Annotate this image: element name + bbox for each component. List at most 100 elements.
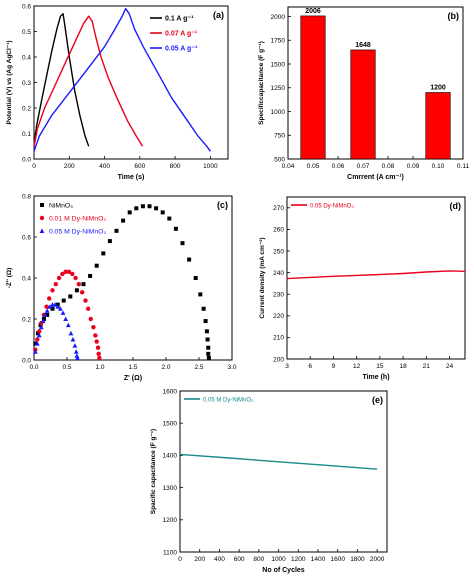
x-tick-label: 18 bbox=[399, 363, 407, 370]
legend-marker bbox=[40, 203, 44, 207]
data-point bbox=[74, 288, 79, 293]
y-tick-label: 230 bbox=[273, 292, 284, 299]
x-tick-label: 24 bbox=[446, 363, 454, 370]
legend-label: 0.05 Dy-NiMnO₃ bbox=[310, 204, 354, 210]
x-tick-label: 0.05 bbox=[307, 163, 320, 170]
data-point bbox=[50, 306, 55, 311]
legend-label: 0.01 M Dy-NiMnO₃ bbox=[49, 216, 106, 223]
bar bbox=[350, 49, 376, 160]
y-tick-label: 240 bbox=[273, 270, 284, 277]
data-point bbox=[160, 210, 165, 215]
x-tick-label: 12 bbox=[353, 363, 361, 370]
x-tick-label: 15 bbox=[376, 363, 384, 370]
y-axis-label: -Z'' (Ω) bbox=[6, 268, 13, 289]
y-axis-label: Potential (V) vs (Ag AgCl⁻¹) bbox=[6, 40, 13, 124]
x-tick-label: 1.0 bbox=[95, 364, 104, 371]
legend-label: 0.05 A g⁻¹ bbox=[165, 46, 198, 53]
x-tick-label: 9 bbox=[332, 363, 336, 370]
data-point bbox=[96, 351, 101, 357]
x-tick-label: 400 bbox=[214, 556, 225, 563]
data-point bbox=[70, 337, 76, 342]
x-tick-label: 6 bbox=[308, 363, 312, 370]
y-tick-label: 1500 bbox=[163, 421, 178, 428]
x-axis-label: Time (h) bbox=[362, 374, 389, 381]
data-point bbox=[68, 294, 73, 299]
data-point bbox=[38, 324, 44, 330]
x-tick-label: 3.0 bbox=[227, 364, 236, 371]
panel-label: (a) bbox=[213, 10, 224, 20]
legend-label: 0.1 A g⁻¹ bbox=[165, 16, 194, 23]
x-tick-label: 0.06 bbox=[332, 163, 345, 170]
data-point bbox=[187, 257, 192, 262]
y-tick-label: 0.6 bbox=[22, 3, 31, 10]
data-point bbox=[93, 333, 98, 338]
data-point bbox=[94, 339, 99, 344]
y-tick-label: 1750 bbox=[271, 38, 286, 45]
y-tick-label: 210 bbox=[273, 335, 284, 342]
series-line bbox=[33, 15, 144, 147]
x-tick-label: 1800 bbox=[350, 556, 365, 563]
x-tick-label: 1000 bbox=[271, 556, 286, 563]
data-point bbox=[61, 298, 66, 303]
y-axis-label: Spacific capacitance (F g⁻¹) bbox=[150, 429, 157, 514]
data-point bbox=[154, 206, 159, 211]
plot-frame bbox=[33, 5, 229, 160]
x-tick-label: 0.07 bbox=[357, 163, 370, 170]
y-tick-label: 1000 bbox=[271, 109, 286, 116]
data-point bbox=[88, 273, 93, 278]
data-point bbox=[204, 329, 209, 334]
data-point bbox=[75, 355, 80, 360]
y-tick-label: 1100 bbox=[163, 549, 177, 556]
data-point bbox=[36, 332, 42, 338]
bar bbox=[300, 15, 326, 160]
data-point bbox=[40, 318, 46, 324]
x-tick-label: 200 bbox=[64, 163, 75, 170]
data-point bbox=[35, 331, 40, 336]
data-point bbox=[167, 216, 172, 221]
bar-data-label: 1200 bbox=[430, 85, 446, 92]
y-tick-label: 1600 bbox=[163, 388, 178, 395]
chart-panel: 0.04 0.05 0.06 0.07 0.08 0.09 0.10 0.11 500 750 10… bbox=[258, 6, 469, 181]
x-tick-label: 0.5 bbox=[62, 364, 71, 371]
data-point bbox=[72, 343, 78, 348]
data-point bbox=[79, 290, 85, 295]
data-point bbox=[206, 351, 211, 356]
data-point bbox=[34, 341, 40, 346]
data-point bbox=[140, 204, 145, 209]
series-line bbox=[33, 13, 90, 147]
y-tick-label: 0.3 bbox=[22, 80, 31, 87]
chart-panel: 0 200 400 600 800 1000 1200 1400 1600 1800 2000 110… bbox=[150, 388, 388, 574]
data-point bbox=[206, 345, 211, 350]
legend-marker bbox=[39, 215, 45, 221]
data-point bbox=[44, 308, 50, 313]
x-tick-label: 800 bbox=[170, 163, 181, 170]
data-point bbox=[147, 204, 152, 209]
y-tick-label: 260 bbox=[273, 227, 284, 234]
data-point bbox=[95, 345, 101, 350]
x-tick-label: 600 bbox=[134, 163, 145, 170]
x-tick-label: 1.5 bbox=[128, 364, 137, 371]
data-point bbox=[32, 349, 38, 354]
data-point bbox=[53, 281, 58, 287]
y-tick-label: 500 bbox=[274, 156, 285, 163]
legend-label: 0.07 A g⁻¹ bbox=[165, 31, 198, 38]
x-tick-label: 2.5 bbox=[194, 364, 203, 371]
data-point bbox=[44, 304, 49, 309]
x-tick-label: 0 bbox=[32, 163, 36, 170]
y-tick-label: 1250 bbox=[271, 85, 286, 92]
plot-frame bbox=[179, 390, 388, 553]
x-axis-label: Cmrrent (A cm⁻¹) bbox=[347, 174, 404, 181]
data-point bbox=[81, 282, 86, 287]
data-point bbox=[52, 302, 58, 307]
data-point bbox=[65, 322, 71, 328]
x-axis-label: Z' (Ω) bbox=[124, 375, 142, 382]
data-point bbox=[37, 329, 42, 334]
x-tick-label: 0.10 bbox=[432, 163, 445, 170]
y-tick-label: 270 bbox=[273, 205, 284, 212]
y-tick-label: 1400 bbox=[163, 453, 178, 460]
data-point bbox=[47, 304, 53, 309]
data-point bbox=[83, 298, 88, 303]
bar bbox=[425, 92, 451, 160]
x-tick-label: 2000 bbox=[370, 556, 385, 563]
y-tick-label: 1200 bbox=[163, 517, 178, 524]
